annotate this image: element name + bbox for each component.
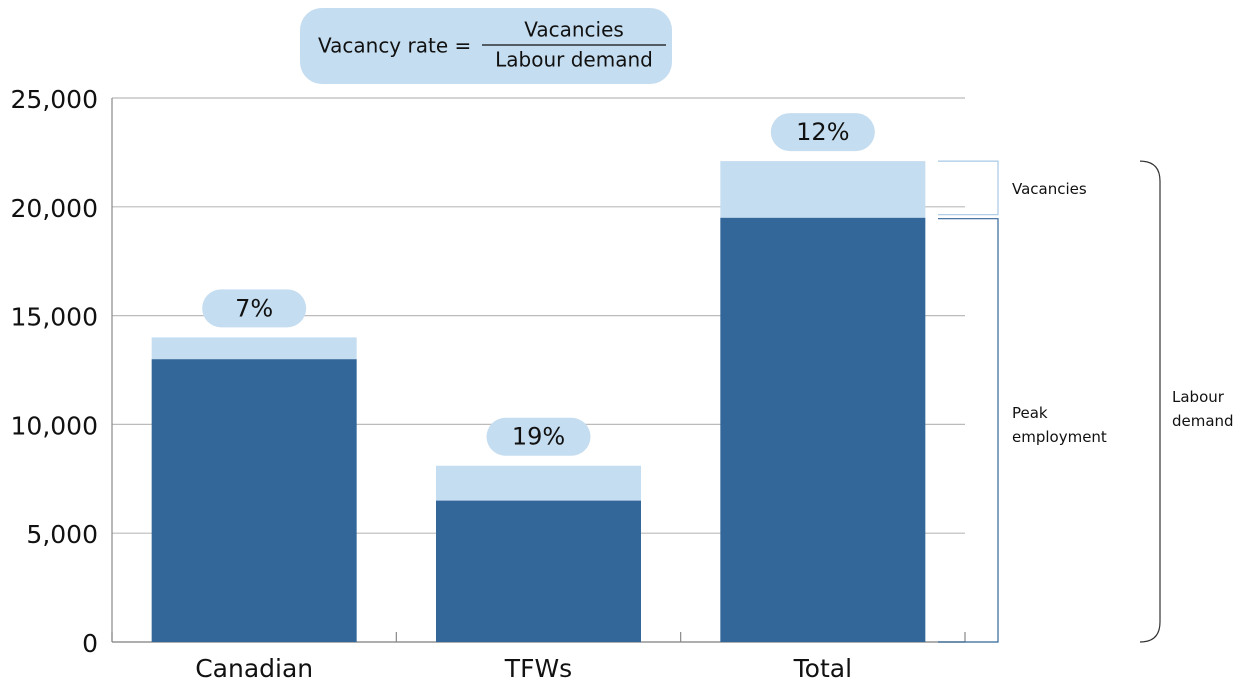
- rate-pill: [486, 417, 591, 456]
- rate-label: 12%: [796, 118, 849, 146]
- rate-pill: [770, 113, 875, 152]
- bar-segment: [151, 359, 357, 642]
- formula-left: Vacancy rate =: [318, 34, 471, 58]
- bar-segment: [720, 161, 926, 218]
- y-tick-label: 0: [82, 629, 98, 658]
- rate-pill: [202, 289, 307, 328]
- formula-denominator: Labour demand: [495, 48, 653, 72]
- bar-segment: [436, 500, 641, 642]
- y-tick-label: 5,000: [26, 520, 98, 549]
- peak-bracket: [938, 218, 999, 643]
- labour-demand-label: Labour demand: [1172, 388, 1234, 430]
- rate-label: 7%: [235, 294, 273, 322]
- bar-segment: [720, 217, 926, 642]
- labour-demand-brace: [1139, 160, 1161, 643]
- y-tick-label: 15,000: [11, 303, 98, 332]
- formula-numerator: Vacancies: [524, 18, 624, 42]
- bar-segment: [436, 465, 641, 501]
- bar-segment: [151, 337, 357, 360]
- x-tick-label: TFWs: [504, 654, 572, 683]
- y-tick-label: 20,000: [11, 194, 98, 223]
- formula-box: [300, 8, 672, 84]
- vacancies-bracket: [938, 160, 999, 216]
- rate-label: 19%: [512, 423, 565, 451]
- vacancies-legend-label: Vacancies: [1012, 180, 1087, 198]
- y-tick-label: 10,000: [11, 411, 98, 440]
- peak-legend-label: Peak employment: [1012, 404, 1107, 446]
- x-tick-label: Canadian: [195, 654, 313, 683]
- x-tick-label: Total: [793, 654, 852, 683]
- y-tick-label: 25,000: [11, 85, 98, 114]
